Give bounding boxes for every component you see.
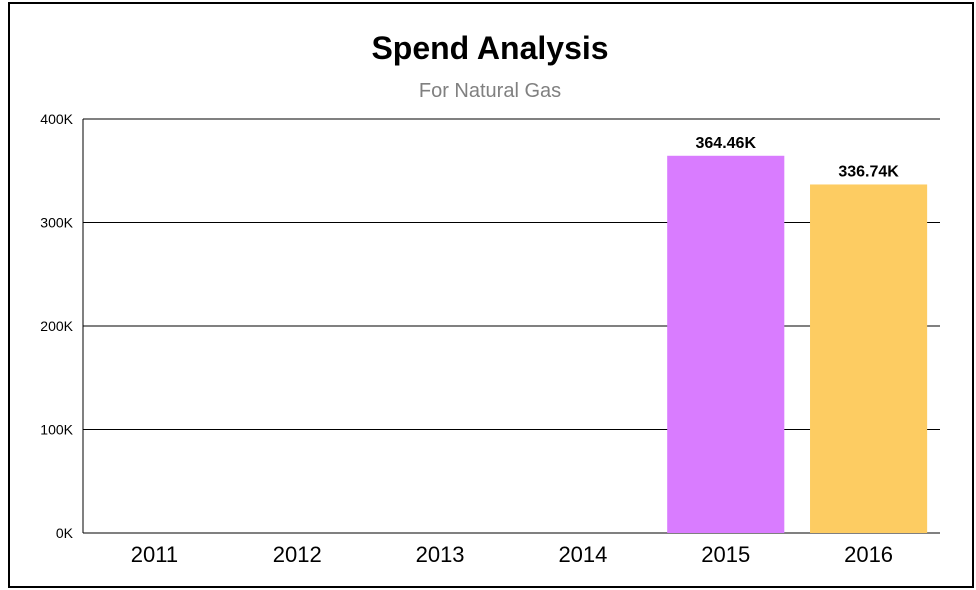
x-tick-label: 2012 [273,542,322,567]
y-tick-label: 200K [40,318,73,334]
data-label: 336.74K [838,163,899,180]
x-tick-label: 2014 [558,542,607,567]
data-label: 364.46K [696,135,757,152]
x-tick-label: 2013 [416,542,465,567]
chart-subtitle: For Natural Gas [418,80,562,102]
chart-title: Spend Analysis [371,30,609,66]
bar-2016 [810,184,928,533]
y-tick-label: 300K [40,215,73,231]
x-tick-label: 2016 [844,542,893,567]
x-tick-label: 2015 [701,542,750,567]
x-tick-label: 2011 [131,542,178,567]
y-tick-label: 100K [40,422,73,438]
bar-2015 [667,155,785,533]
y-tick-label: 0K [56,525,74,541]
y-tick-label: 400K [40,111,73,127]
